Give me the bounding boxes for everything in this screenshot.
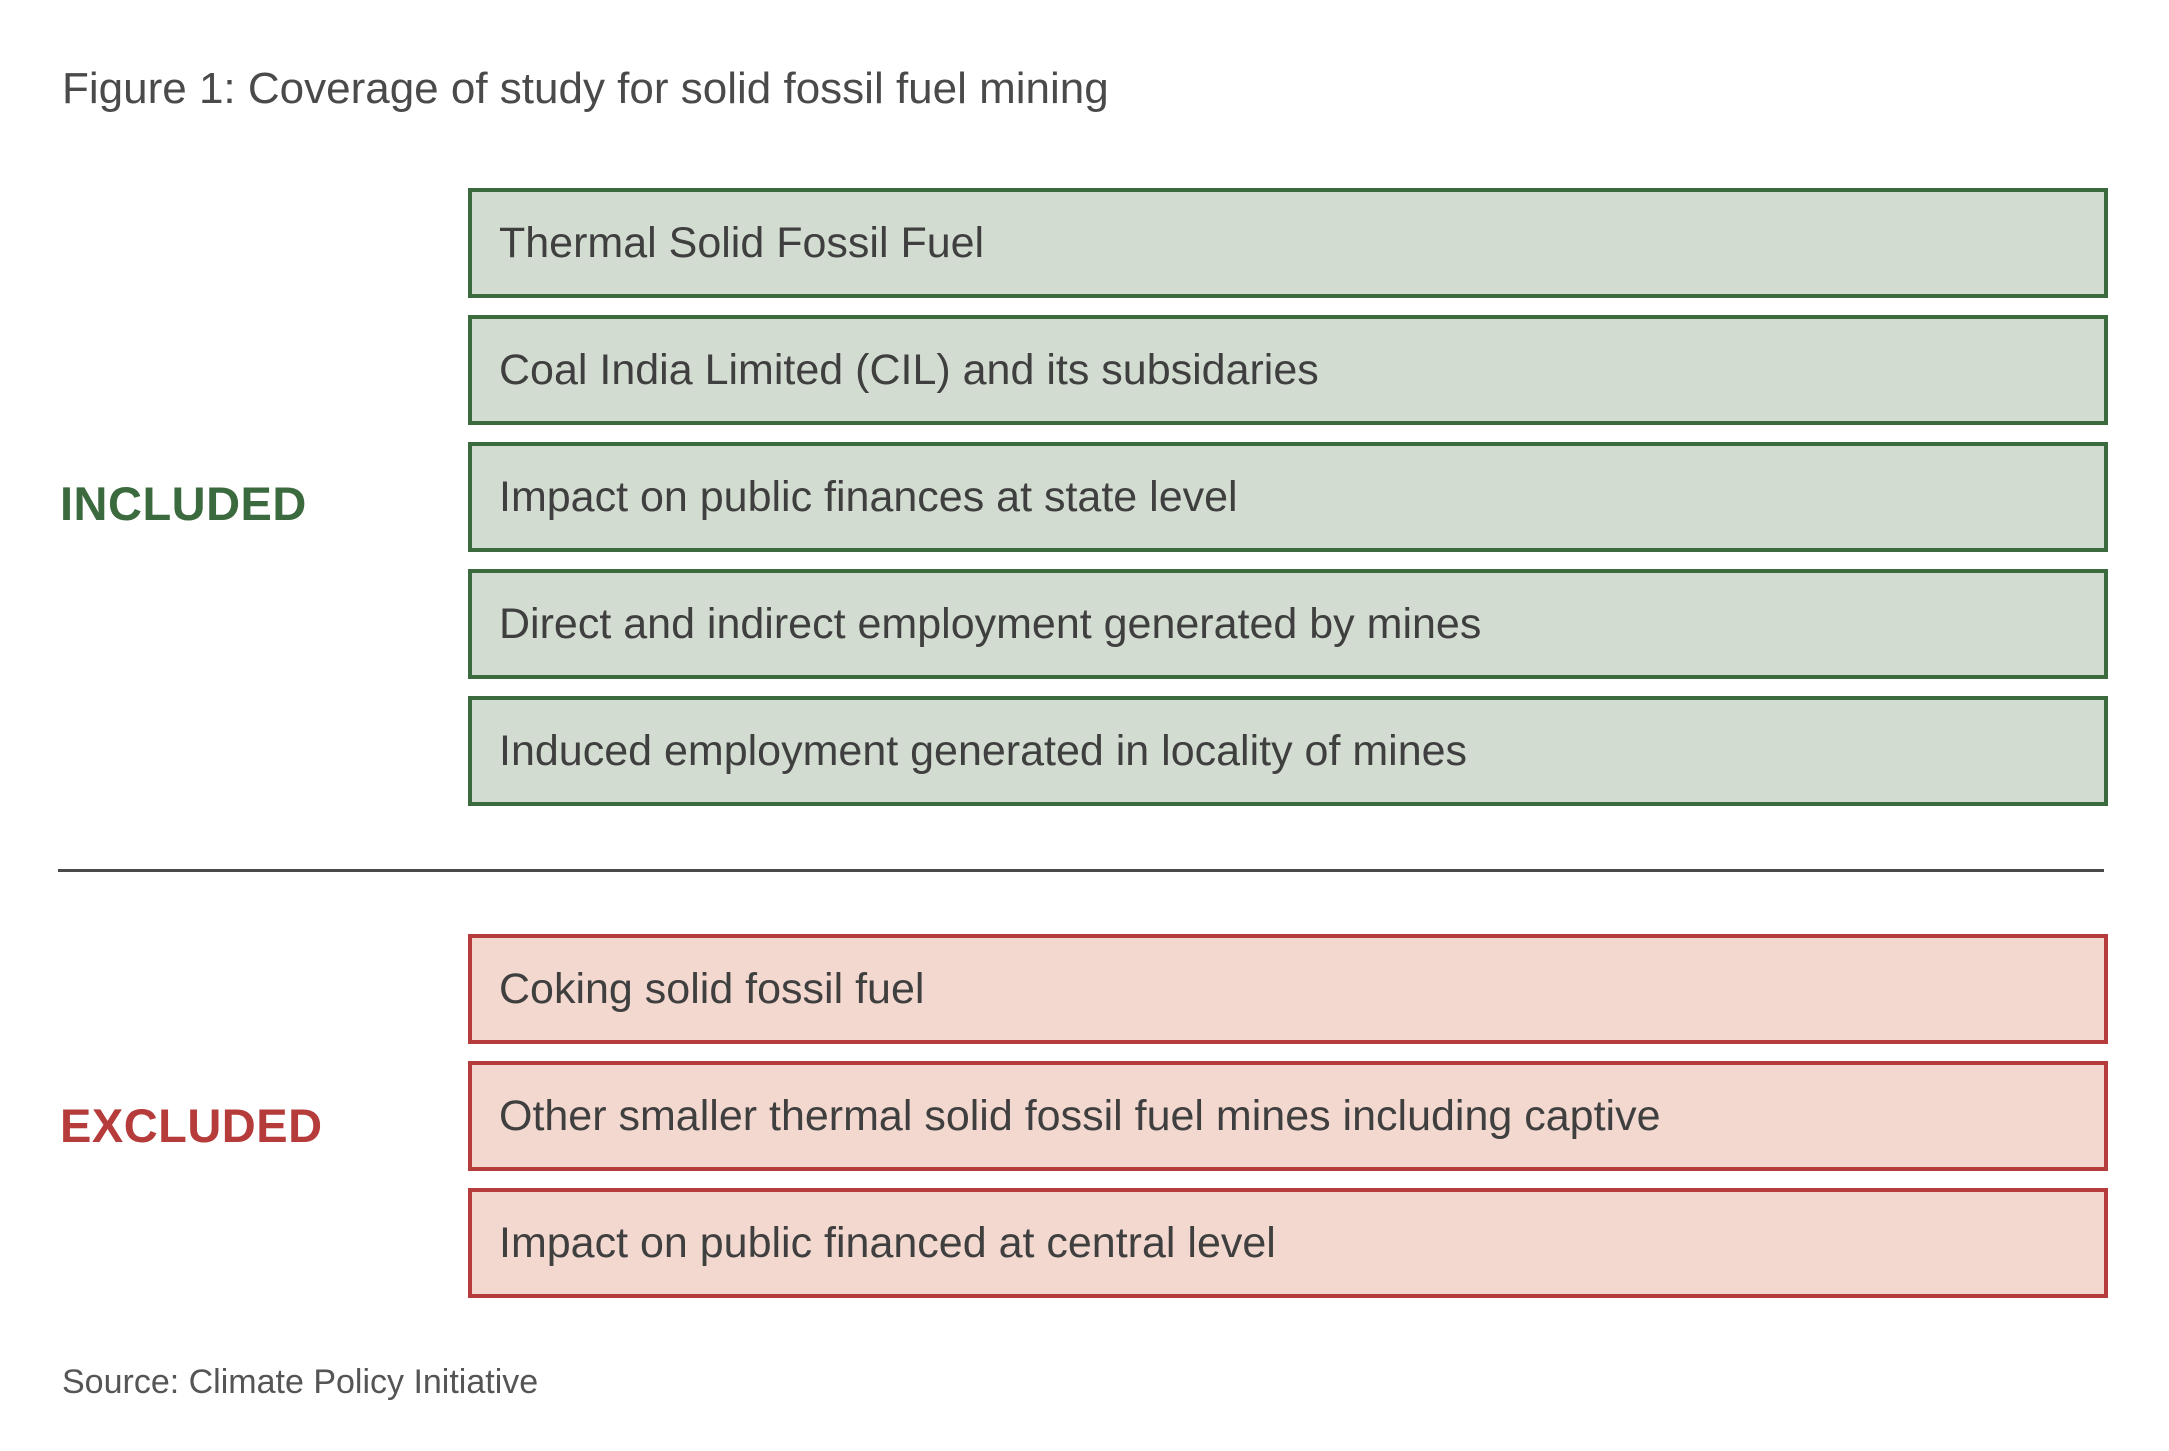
included-item-state-finances: Impact on public finances at state level [468, 442, 2108, 552]
included-item-induced-employment: Induced employment generated in locality… [468, 696, 2108, 806]
included-item-direct-employment: Direct and indirect employment generated… [468, 569, 2108, 679]
section-divider [58, 869, 2104, 872]
excluded-item-central-finances: Impact on public financed at central lev… [468, 1188, 2108, 1298]
included-item-thermal-fuel: Thermal Solid Fossil Fuel [468, 188, 2108, 298]
excluded-list: Coking solid fossil fuel Other smaller t… [468, 934, 2108, 1315]
excluded-item-coking-fuel: Coking solid fossil fuel [468, 934, 2108, 1044]
included-label: INCLUDED [60, 477, 307, 530]
included-item-coal-india: Coal India Limited (CIL) and its subsida… [468, 315, 2108, 425]
figure-title: Figure 1: Coverage of study for solid fo… [62, 64, 1109, 113]
excluded-item-smaller-mines: Other smaller thermal solid fossil fuel … [468, 1061, 2108, 1171]
included-list: Thermal Solid Fossil Fuel Coal India Lim… [468, 188, 2108, 823]
excluded-label: EXCLUDED [60, 1099, 323, 1152]
source-note: Source: Climate Policy Initiative [62, 1363, 539, 1401]
